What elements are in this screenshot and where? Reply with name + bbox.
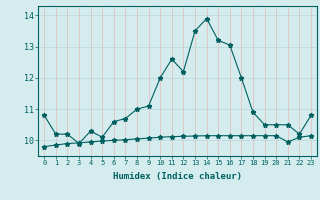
X-axis label: Humidex (Indice chaleur): Humidex (Indice chaleur)	[113, 172, 242, 181]
